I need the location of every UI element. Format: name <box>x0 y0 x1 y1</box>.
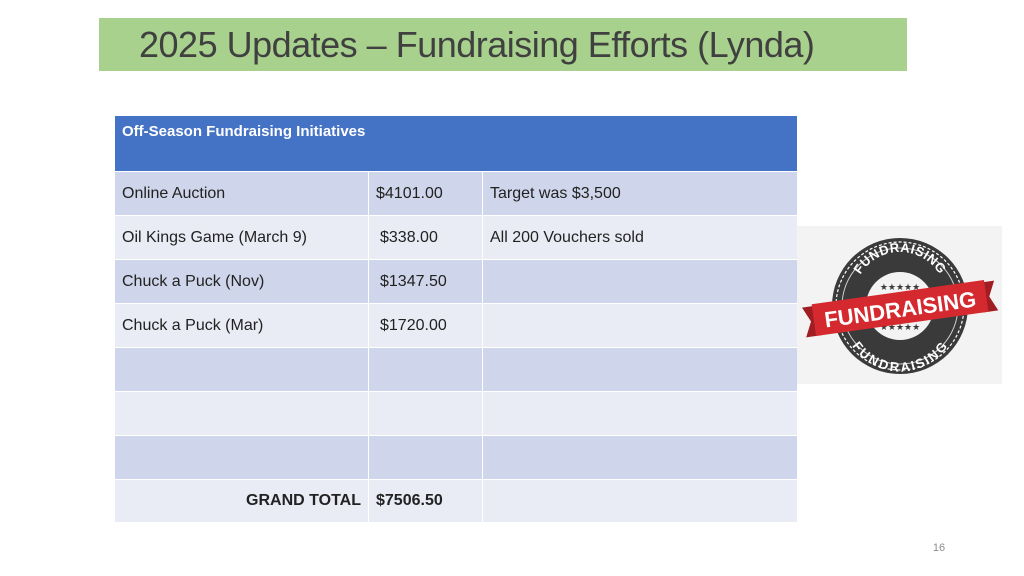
initiative-note: Target was $3,500 <box>481 171 799 216</box>
table-row <box>114 391 799 436</box>
fundraising-table: Off-Season Fundraising Initiatives Onlin… <box>113 115 799 523</box>
initiative-note: All 200 Vouchers sold <box>481 215 799 260</box>
initiative-name <box>114 347 369 392</box>
grand-total-label: GRAND TOTAL <box>114 479 369 523</box>
initiative-name: Chuck a Puck (Nov) <box>114 259 369 304</box>
table-row: Oil Kings Game (March 9) $338.00 All 200… <box>114 215 799 260</box>
fundraising-seal-icon: FUNDRAISING FUNDRAISING ★★★★★ ★★★★★ FUND… <box>801 238 999 375</box>
table-header-row: Off-Season Fundraising Initiatives <box>113 115 799 172</box>
seal-stars-top: ★★★★★ <box>880 282 920 292</box>
initiative-amount: $338.00 <box>368 215 483 260</box>
title-bar: 2025 Updates – Fundraising Efforts (Lynd… <box>99 18 907 71</box>
table-row: Chuck a Puck (Mar) $1720.00 <box>114 303 799 348</box>
initiative-note <box>481 347 799 392</box>
initiative-name <box>114 435 369 480</box>
table-row: Online Auction $4101.00 Target was $3,50… <box>114 171 799 216</box>
grand-total-note <box>481 479 799 523</box>
initiative-name: Chuck a Puck (Mar) <box>114 303 369 348</box>
initiative-note <box>481 435 799 480</box>
initiative-amount <box>368 347 483 392</box>
seal-stars-bottom: ★★★★★ <box>880 322 920 332</box>
initiative-amount: $1347.50 <box>368 259 483 304</box>
slide-title: 2025 Updates – Fundraising Efforts (Lynd… <box>139 23 815 65</box>
table-row: Chuck a Puck (Nov) $1347.50 <box>114 259 799 304</box>
initiative-amount <box>368 391 483 436</box>
table-row <box>114 435 799 480</box>
initiative-name <box>114 391 369 436</box>
initiative-amount: $1720.00 <box>368 303 483 348</box>
initiative-name: Online Auction <box>114 171 369 216</box>
table-header: Off-Season Fundraising Initiatives <box>113 115 799 172</box>
slide-number: 16 <box>932 542 946 554</box>
table-row <box>114 347 799 392</box>
initiative-amount <box>368 435 483 480</box>
initiative-note <box>481 303 799 348</box>
initiative-note <box>481 391 799 436</box>
initiative-name: Oil Kings Game (March 9) <box>114 215 369 260</box>
initiative-amount: $4101.00 <box>368 171 483 216</box>
initiative-note <box>481 259 799 304</box>
grand-total-value: $7506.50 <box>368 479 483 523</box>
fundraising-logo: FUNDRAISING FUNDRAISING ★★★★★ ★★★★★ FUND… <box>797 226 1002 384</box>
grand-total-row: GRAND TOTAL $7506.50 <box>114 479 799 523</box>
